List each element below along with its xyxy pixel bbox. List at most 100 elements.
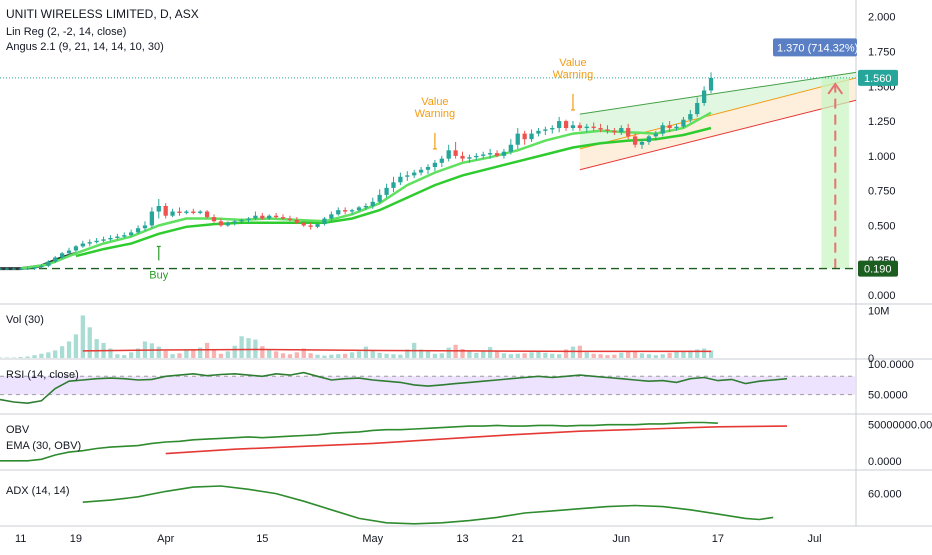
volume-bar: [523, 353, 527, 358]
candle-body: [322, 218, 326, 224]
warning-label: Value: [559, 57, 586, 69]
candle-body: [108, 238, 112, 239]
candle-body: [371, 202, 375, 206]
volume-bar: [529, 352, 533, 358]
candle-body: [550, 128, 554, 129]
candle-body: [647, 136, 651, 142]
y-tick-label: 2.000: [868, 12, 896, 24]
volume-bar: [598, 354, 602, 358]
candle-body: [460, 156, 464, 159]
candle-body: [426, 167, 430, 170]
x-tick-label: 19: [70, 533, 82, 545]
candle-body: [695, 103, 699, 114]
candle-body: [612, 131, 616, 132]
warning-label: Warning: [415, 108, 456, 120]
candle-body: [295, 220, 299, 223]
y-tick-label: 0.750: [868, 186, 896, 198]
candle-body: [640, 142, 644, 145]
volume-bar: [488, 347, 492, 358]
volume-bar: [357, 351, 361, 358]
candle-body: [136, 228, 140, 232]
candle-body: [288, 218, 292, 219]
candle-body: [267, 216, 271, 219]
candle-body: [198, 212, 202, 213]
support-price-label: 0.190: [864, 264, 892, 276]
candle-body: [564, 121, 568, 128]
volume-bar: [571, 347, 575, 358]
candle-body: [12, 269, 16, 270]
candle-body: [329, 214, 333, 218]
candle-body: [364, 206, 368, 207]
candle-body: [115, 237, 119, 238]
candle-body: [516, 134, 520, 145]
volume-bar: [25, 357, 29, 358]
volume-bar: [53, 350, 57, 358]
volume-bar: [398, 355, 402, 358]
candle-body: [688, 114, 692, 120]
candle-body: [412, 173, 416, 176]
rsi-tick-label: 100.0000: [868, 359, 914, 371]
volume-bar: [246, 338, 250, 358]
candle-body: [523, 134, 527, 140]
adx-legend: ADX (14, 14): [6, 485, 70, 497]
candle-body: [274, 216, 278, 217]
volume-bar: [19, 357, 23, 358]
candle-body: [336, 210, 340, 214]
buy-label: Buy: [149, 269, 168, 281]
candle-body: [191, 212, 195, 213]
current-price-label: 1.560: [864, 73, 892, 85]
volume-bar: [605, 355, 609, 358]
x-tick-label: Jul: [808, 533, 822, 545]
x-tick-label: May: [362, 533, 383, 545]
candle-body: [661, 125, 665, 133]
volume-bar: [309, 353, 313, 358]
candle-body: [447, 150, 451, 158]
candle-body: [143, 225, 147, 228]
volume-bar: [260, 346, 264, 358]
candle-body: [626, 128, 630, 136]
volume-bar: [592, 354, 596, 358]
candle-body: [585, 127, 589, 128]
volume-bar: [60, 346, 64, 358]
candle-body: [536, 131, 540, 134]
candle-body: [122, 235, 126, 236]
volume-bar: [364, 347, 368, 358]
candle-body: [474, 156, 478, 157]
volume-bar: [46, 352, 50, 358]
candle-body: [592, 127, 596, 128]
candle-body: [260, 216, 264, 219]
candle-body: [233, 221, 237, 222]
volume-bar: [543, 353, 547, 358]
candle-body: [633, 136, 637, 144]
volume-bar: [281, 353, 285, 358]
volume-bar: [647, 354, 651, 358]
candle-body: [681, 120, 685, 127]
candle-body: [239, 220, 243, 221]
candle-body: [74, 246, 78, 250]
volume-bar: [129, 352, 133, 358]
candle-body: [398, 177, 402, 183]
x-tick-label: Jun: [612, 533, 630, 545]
volume-bar: [67, 341, 71, 358]
candle-body: [281, 217, 285, 218]
candle-body: [226, 223, 230, 226]
candle-body: [674, 127, 678, 128]
candle-body: [39, 266, 43, 267]
candle-body: [246, 218, 250, 219]
y-tick-label: 1.250: [868, 116, 896, 128]
volume-bar: [426, 351, 430, 358]
volume-bar: [336, 354, 340, 358]
candle-body: [184, 212, 188, 213]
vol-tick-label: 10M: [868, 306, 889, 318]
x-tick-label: 15: [256, 533, 268, 545]
candle-body: [60, 253, 64, 257]
volume-bar: [122, 355, 126, 358]
volume-bar: [226, 351, 230, 358]
candle-body: [315, 224, 319, 227]
candle-body: [440, 159, 444, 163]
candle-body: [495, 153, 499, 156]
obv-legend: OBV: [6, 424, 30, 436]
candle-body: [25, 269, 29, 270]
